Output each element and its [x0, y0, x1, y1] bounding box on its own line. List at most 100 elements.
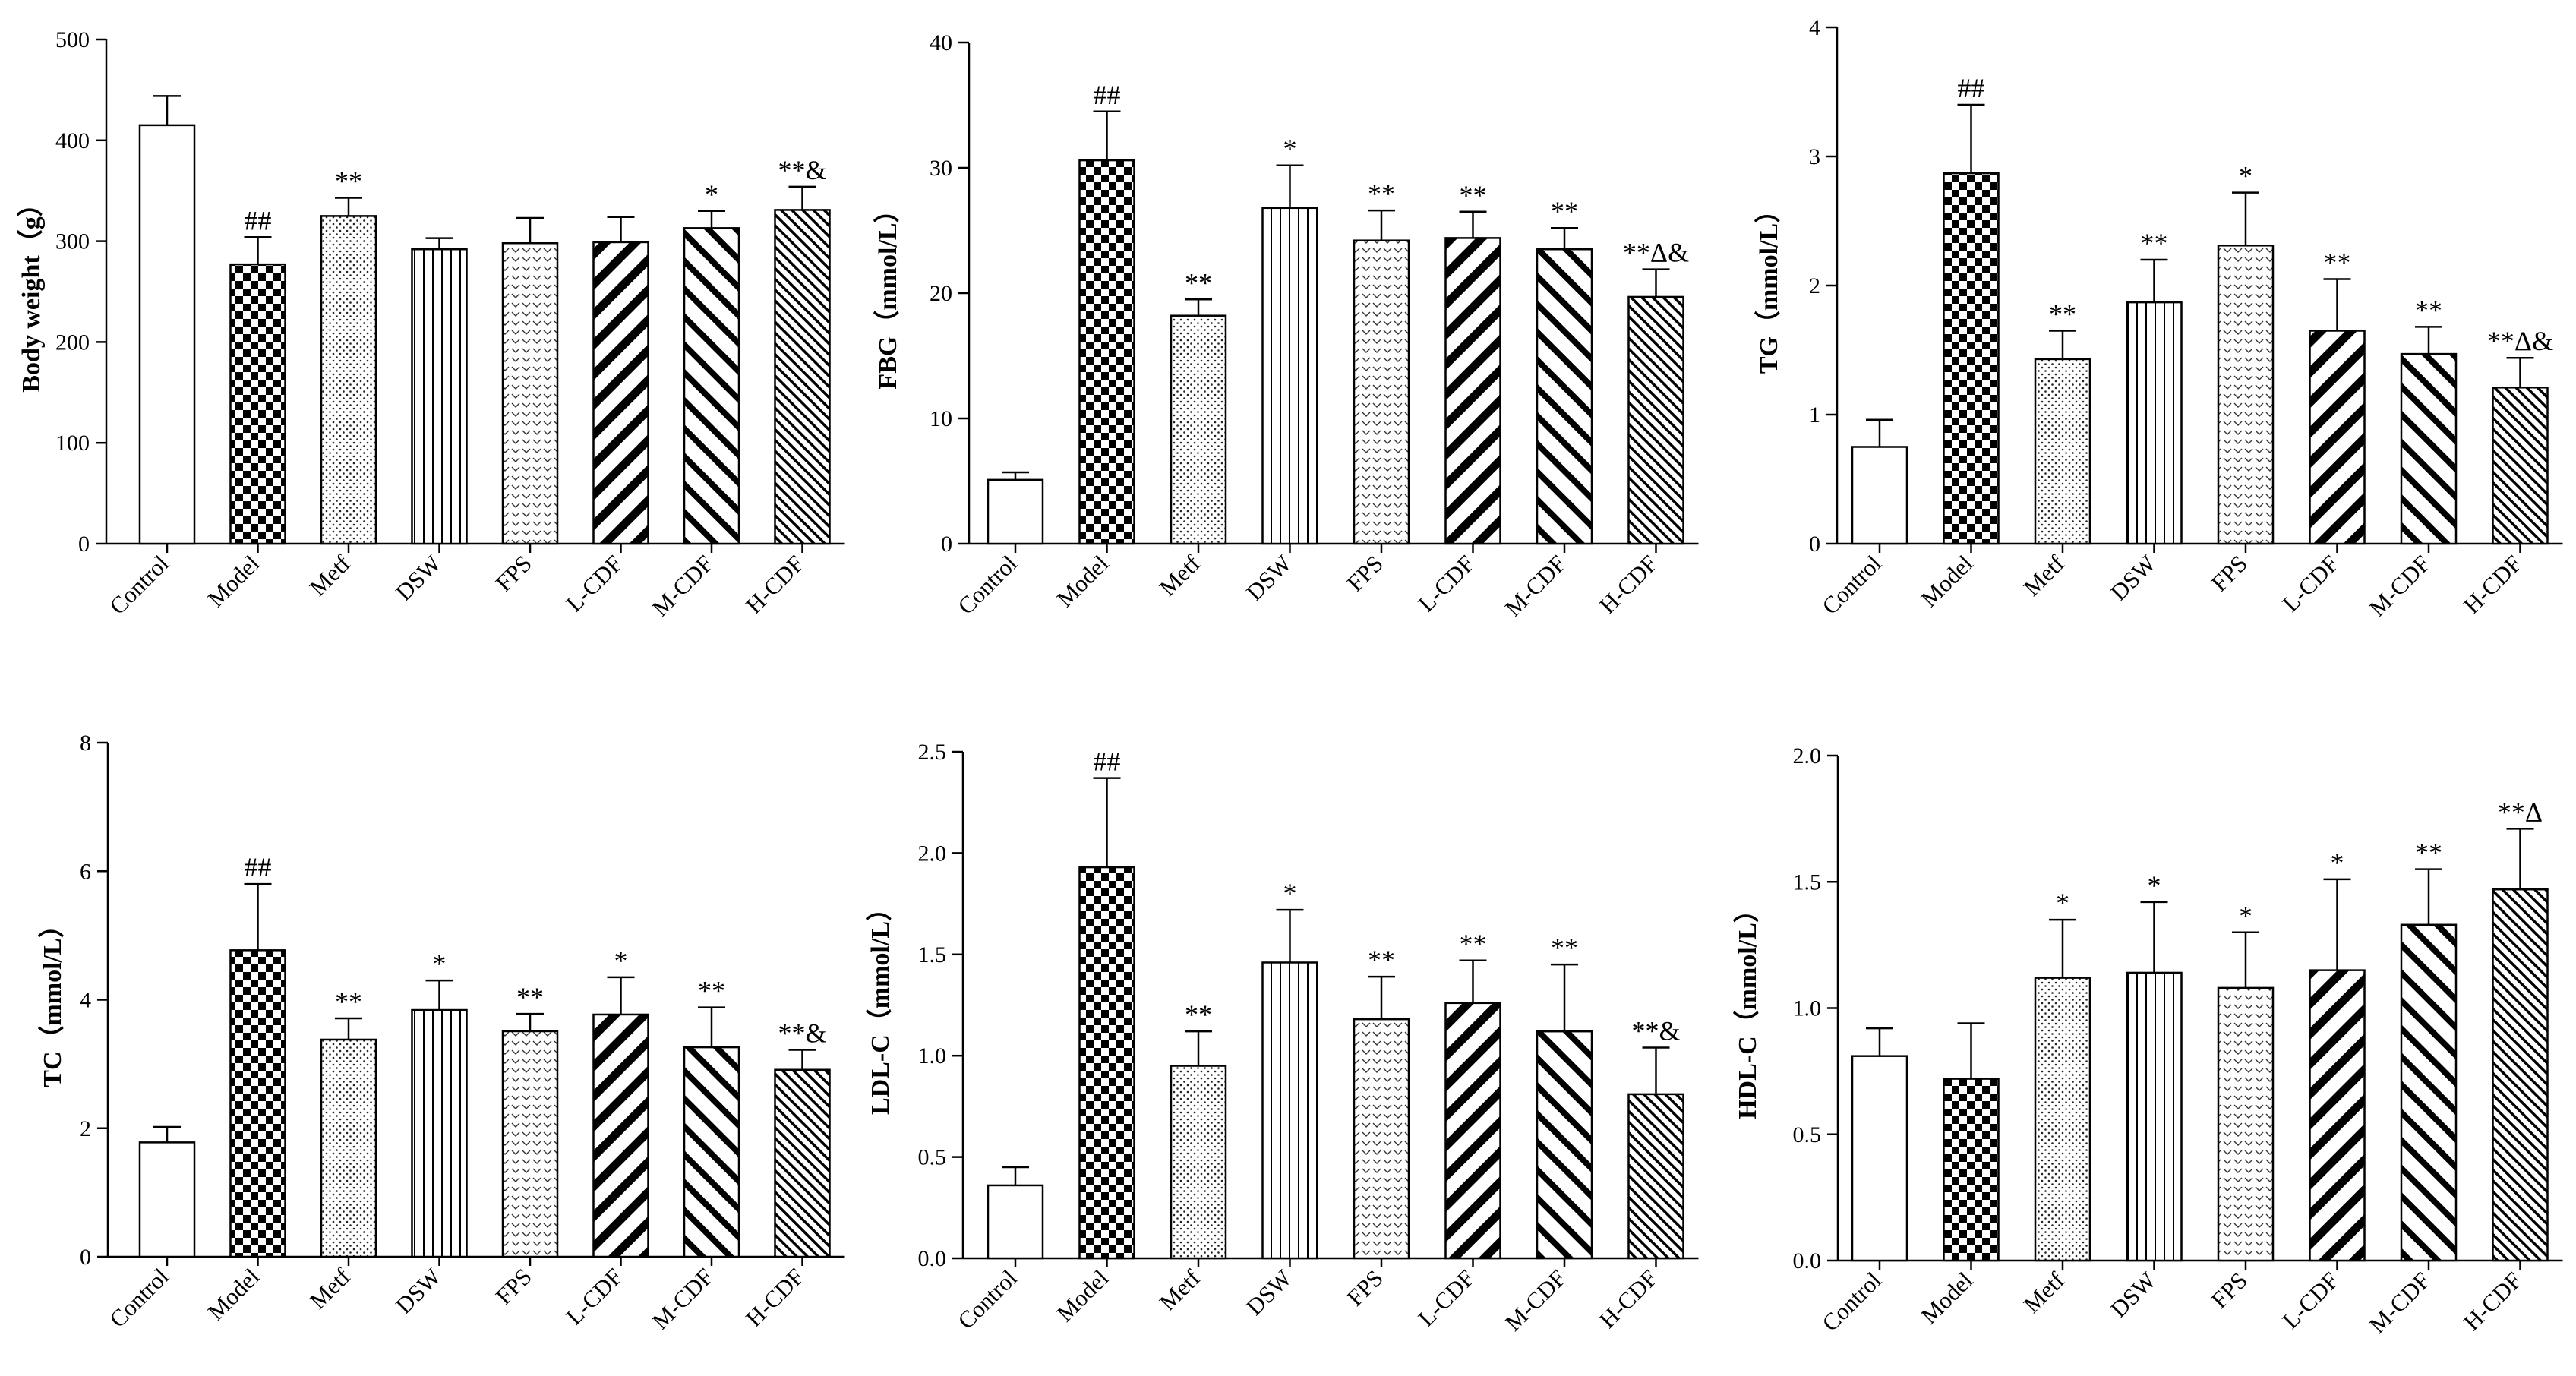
y-axis-label: HDL-C（mmol/L）	[1732, 897, 1762, 1119]
chart-panel-5: 0.0 0.5 1.0 1.5 2.0 2.5 LDL-C（mmol/L） Control ##…	[865, 740, 1699, 1336]
bar-control	[138, 1141, 196, 1258]
y-tick-label: 30	[930, 156, 952, 181]
y-tick-label: 2	[80, 1116, 91, 1141]
y-tick-label: 2.5	[918, 740, 947, 765]
bar-dsw	[2126, 301, 2183, 545]
category-label: DSW	[2105, 550, 2161, 606]
category-label: H-CDF	[2458, 1267, 2527, 1336]
bar-h-cdf	[1627, 1093, 1684, 1260]
significance-label: **	[1460, 180, 1487, 210]
category-label: M-CDF	[2364, 1267, 2436, 1338]
bar-model	[1943, 172, 2000, 545]
category-label: L-CDF	[2277, 1267, 2344, 1333]
bar-control	[1851, 1055, 1908, 1262]
category-label: L-CDF	[1413, 550, 1479, 617]
bar-fps	[2217, 986, 2275, 1262]
y-tick-label: 1.0	[918, 1043, 947, 1068]
category-label: DSW	[1241, 550, 1297, 606]
y-tick-label: 2	[1809, 273, 1820, 298]
bar-dsw	[1261, 207, 1318, 545]
significance-label: *	[1283, 878, 1297, 908]
significance-label: *	[2056, 888, 2069, 918]
category-label: Control	[104, 550, 174, 620]
category-label: H-CDF	[740, 550, 810, 619]
category-label: Metf	[305, 1263, 356, 1314]
category-label: FPS	[2206, 1267, 2252, 1313]
bar-control	[987, 1184, 1044, 1260]
category-label: M-CDF	[647, 550, 718, 621]
category-label: FPS	[491, 550, 537, 596]
bar-h-cdf	[774, 209, 831, 545]
category-label: M-CDF	[1500, 550, 1571, 621]
significance-label: **&	[778, 1018, 826, 1049]
bar-dsw	[411, 1008, 468, 1258]
significance-label: **	[1551, 933, 1578, 963]
category-label: Metf	[2019, 550, 2070, 601]
y-tick-label: 1.5	[918, 942, 947, 967]
y-tick-label: 1.5	[1793, 869, 1822, 895]
significance-label: *	[705, 179, 718, 210]
bar-model	[1078, 159, 1135, 545]
category-label: FPS	[1342, 550, 1388, 596]
y-tick-label: 4	[1809, 15, 1820, 40]
category-label: M-CDF	[647, 1263, 718, 1334]
significance-label: *	[2239, 161, 2252, 191]
category-label: Metf	[2019, 1267, 2070, 1318]
y-tick-label: 6	[80, 859, 91, 884]
significance-label: **	[1185, 267, 1212, 298]
y-tick-label: 500	[55, 27, 90, 52]
category-label: M-CDF	[1500, 1264, 1571, 1336]
category-label: FPS	[491, 1263, 537, 1309]
bar-h-cdf	[2492, 888, 2549, 1262]
y-tick-label: 400	[55, 128, 90, 153]
bar-model	[229, 949, 286, 1258]
significance-label: **	[1460, 929, 1487, 959]
bar-m-cdf	[1536, 1030, 1593, 1260]
significance-label: **	[2415, 295, 2442, 325]
significance-label: **&	[1631, 1016, 1680, 1046]
significance-label: **&	[778, 155, 826, 185]
bar-dsw	[2126, 971, 2183, 1262]
significance-label: ##	[245, 852, 272, 882]
category-label: M-CDF	[2364, 550, 2436, 621]
bar-metf	[320, 1038, 377, 1258]
category-label: Model	[202, 1263, 264, 1325]
category-label: L-CDF	[560, 1263, 627, 1330]
category-label: FPS	[2206, 550, 2252, 596]
category-label: Control	[952, 1264, 1022, 1334]
significance-label: **	[1551, 196, 1578, 226]
bar-fps	[1353, 1018, 1410, 1260]
significance-label: *	[614, 945, 628, 976]
category-label: FPS	[1342, 1264, 1388, 1311]
y-tick-label: 20	[930, 281, 952, 306]
bar-model	[229, 263, 286, 545]
significance-label: **Δ	[2498, 797, 2543, 827]
category-label: H-CDF	[1594, 550, 1663, 619]
y-axis-label: FBG（mmol/L）	[873, 197, 902, 389]
bar-metf	[2034, 358, 2091, 545]
significance-label: **	[2324, 248, 2351, 278]
category-label: Model	[202, 550, 264, 612]
significance-label: **	[2049, 299, 2076, 330]
y-tick-label: 0	[941, 532, 952, 557]
y-tick-label: 4	[80, 988, 91, 1013]
bar-fps	[501, 242, 559, 545]
bar-m-cdf	[2400, 352, 2458, 545]
category-label: DSW	[2105, 1267, 2161, 1323]
bar-m-cdf	[2400, 923, 2458, 1262]
category-label: L-CDF	[1413, 1264, 1479, 1331]
significance-label: *	[2331, 847, 2344, 878]
chart-panel-2: 0 10 20 30 40 FBG（mmol/L） Control ## Model ** Metf…	[873, 30, 1699, 621]
significance-label: **	[698, 976, 725, 1006]
bar-l-cdf	[2309, 330, 2366, 545]
bar-dsw	[1261, 961, 1318, 1260]
category-label: Control	[952, 550, 1022, 620]
category-label: Metf	[1154, 550, 1206, 601]
y-tick-label: 0.5	[1793, 1122, 1822, 1147]
significance-label: **	[1368, 945, 1395, 975]
significance-label: ##	[1094, 746, 1121, 777]
category-label: Model	[1915, 1267, 1978, 1329]
significance-label: **Δ&	[2487, 326, 2553, 356]
y-tick-label: 3	[1809, 144, 1820, 169]
